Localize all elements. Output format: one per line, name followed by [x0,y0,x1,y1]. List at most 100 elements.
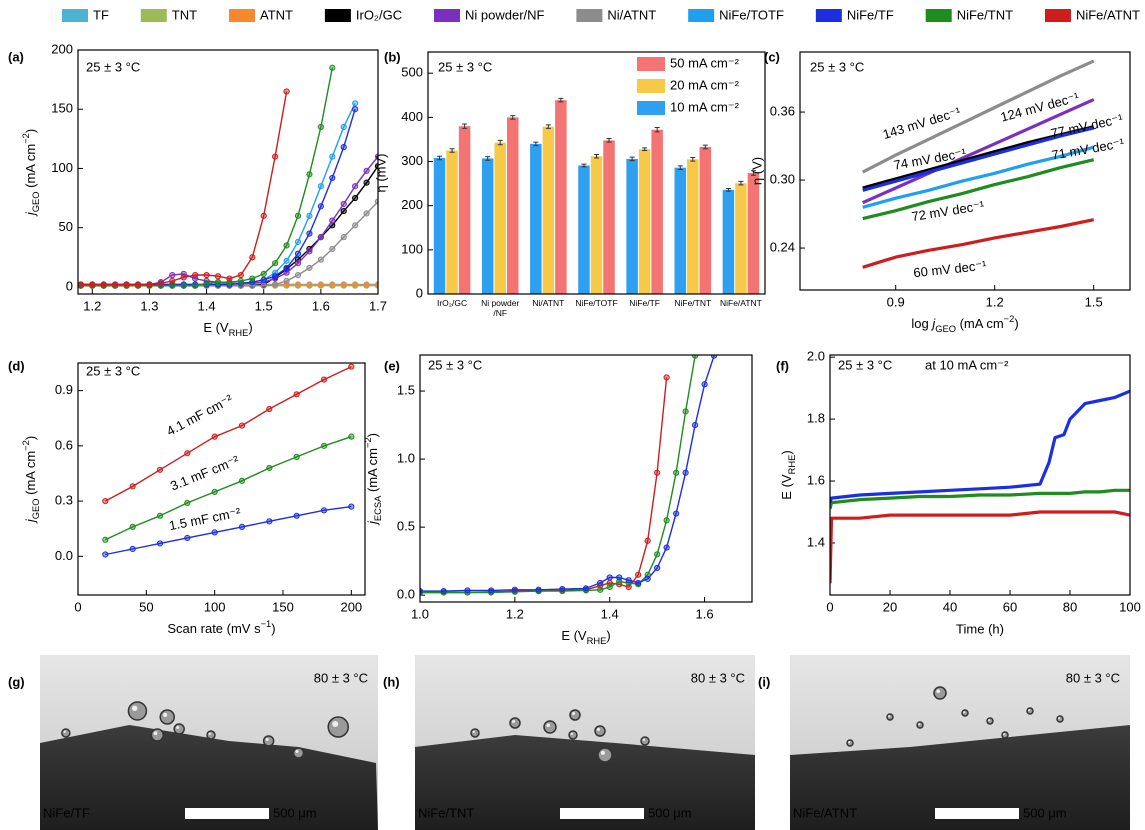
photo-bubble-glint [1028,709,1031,712]
photo-bubble-glint [936,689,940,693]
bar [555,100,567,294]
legend-label: ATNT [260,7,293,22]
data-point [260,270,267,277]
data-point [283,257,290,264]
data-point [673,510,680,517]
x-tick-label: 150 [272,599,294,614]
data-point [464,587,471,594]
photo-bubble-glint [153,731,158,735]
series-line [862,158,1095,221]
photo-electrode [415,735,755,830]
data-point [184,534,191,542]
y-tick-label: 0.3 [55,493,73,508]
data-point [237,271,244,279]
scale-bar-label: 500 μm [648,805,692,820]
y-tick-label: 1.8 [807,411,825,426]
data-point [597,586,604,593]
data-point [184,450,191,457]
panel-label: (a) [8,49,24,64]
data-point [635,571,642,578]
data-point [511,586,518,593]
data-point [352,194,359,202]
photo-bubble-glint [163,712,168,718]
data-point [559,585,566,593]
y-tick-label: 0.0 [55,548,73,563]
panel-label: (g) [8,674,25,689]
x-tick-label: 0 [74,599,81,614]
data-point [654,551,661,558]
x-tick-label: 100 [1119,599,1141,614]
error-bar [654,127,660,133]
data-point [306,212,313,219]
legend-swatch [637,101,665,115]
series-line [862,126,1095,192]
series-line [830,488,1130,510]
photo-bubble-glint [888,715,891,718]
photo-bubble-glint [642,738,645,741]
photo-bubble-glint [132,705,138,711]
error-bar [533,141,539,147]
x-tick-label: IrO₂/GC [436,298,468,308]
data-point [272,153,279,160]
data-point [211,488,218,495]
plot-area [830,389,1130,584]
data-point [102,551,109,558]
y-tick-label: 1.0 [397,451,415,466]
legend-swatch [434,9,461,22]
data-point [582,585,590,592]
photo-bubble-glint [512,720,515,723]
data-point [306,171,313,178]
label-part: RHE [587,636,607,646]
error-bar [462,123,468,129]
bar [687,159,699,294]
y-tick-label: 200 [401,197,423,212]
y-tick-label: 1.6 [807,472,825,487]
data-point [294,238,302,245]
data-point [329,217,336,224]
error-bar [725,187,731,192]
bar [481,158,494,294]
label-part: −1 [261,619,272,629]
x-tick-label: 1.6 [696,606,714,621]
data-point [597,579,604,587]
x-tick-label: 0.9 [887,294,905,309]
data-point [317,282,324,289]
label-part: RHE [229,328,249,338]
error-bar [510,115,516,120]
bar [722,189,735,294]
data-point [625,577,632,584]
x-tick-label: NiFe/TOTF [575,298,618,308]
data-point [320,376,328,383]
y-tick-label: 0.5 [397,519,415,534]
legend-label: NiFe/ATNT [1076,7,1140,22]
data-point [293,453,300,461]
x-tick-label-box: NiFe/TNT [674,298,711,308]
error-bar [642,147,648,151]
label-part: j [23,518,38,524]
plot-area [78,64,378,289]
data-point [654,469,661,476]
data-point [606,583,613,591]
bar [747,173,760,294]
y-tick-label: 50 [59,219,73,234]
data-point [294,250,302,257]
data-point [363,210,370,217]
data-point [340,200,347,208]
data-point [691,421,699,429]
data-point [710,355,718,359]
data-point [272,273,279,280]
y-axis-label: jGEO (mA cm−2) [21,436,41,524]
data-point [329,174,336,182]
x-tick-label-box: NiFe/TF [629,298,660,308]
bar [506,117,519,294]
photo-bubble [61,728,71,738]
data-point [340,234,347,241]
data-point [129,483,136,490]
plot-frame [427,51,766,295]
annotation: 25 ± 3 °C [428,357,482,372]
label-part: E (V [561,628,587,643]
label-part: E (V [779,474,794,500]
data-point [340,123,347,131]
x-tick-label-box: IrO₂/GC [436,298,468,308]
label-part: ) [248,320,252,335]
